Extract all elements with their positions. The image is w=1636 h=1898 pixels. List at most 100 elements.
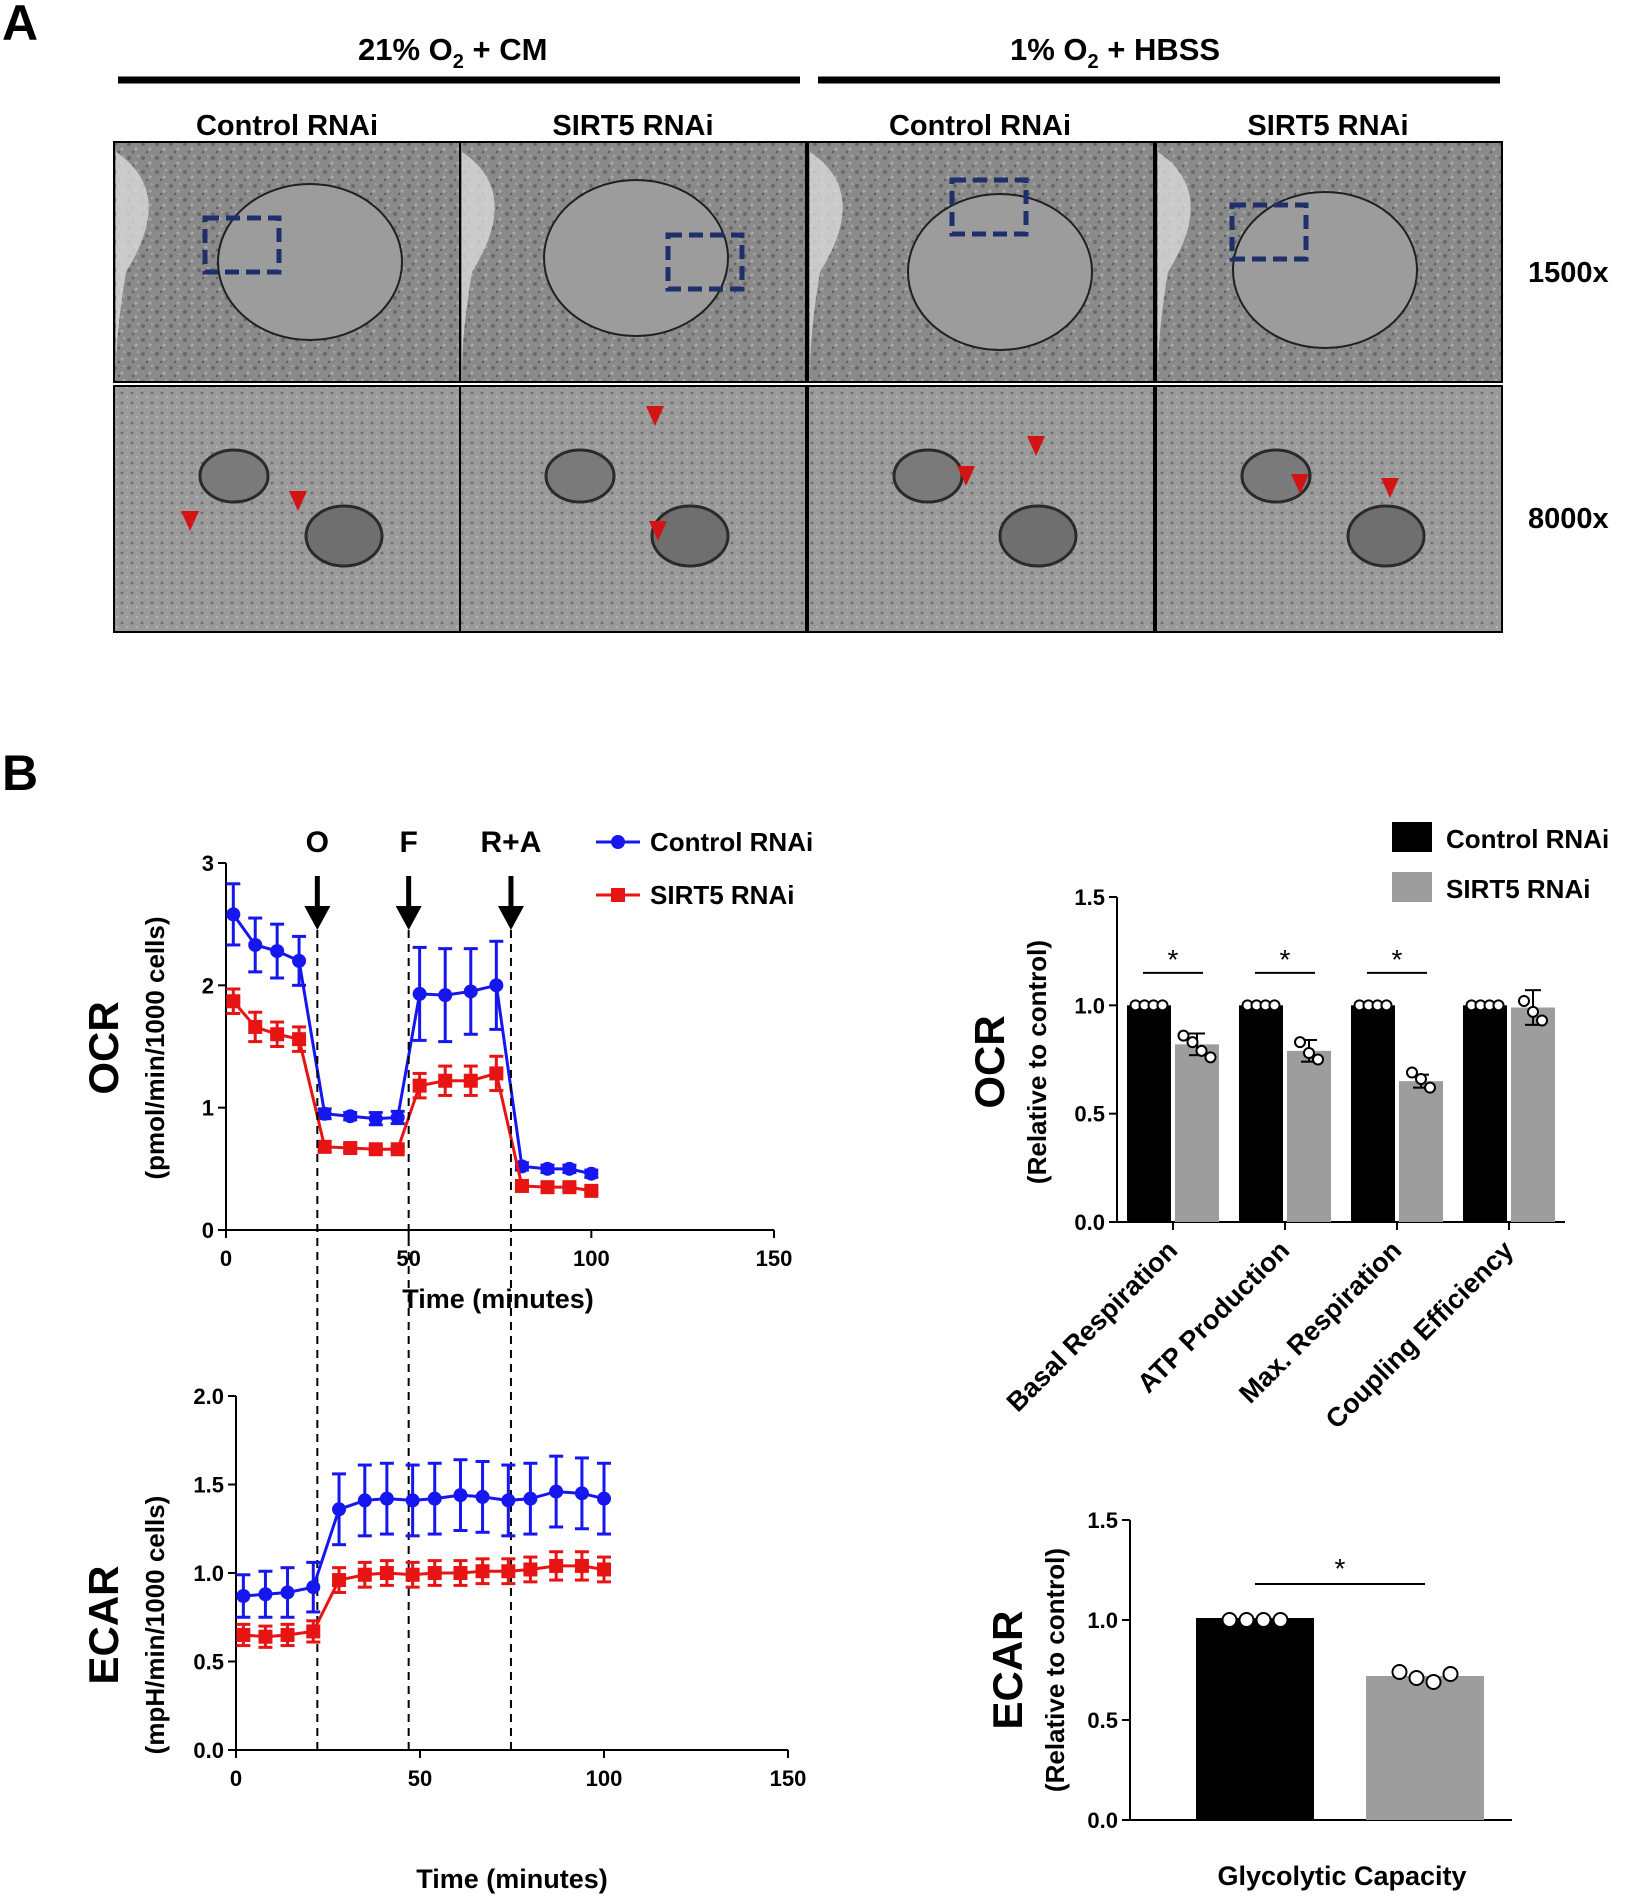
- data-point: [1294, 1036, 1306, 1049]
- y-tick-label: 0.5: [193, 1650, 224, 1675]
- column-label-3: Control RNAi: [889, 110, 1071, 142]
- y-tick-label: 0.0: [1087, 1808, 1118, 1833]
- panel-b-letter: B: [2, 745, 38, 801]
- data-point: [597, 1491, 611, 1506]
- data-point: [1268, 999, 1281, 1012]
- ocr-time-legend: Control RNAi SIRT5 RNAi: [596, 827, 813, 910]
- data-point: [270, 1027, 285, 1042]
- data-point: [514, 1178, 529, 1193]
- em-image-background: [807, 385, 1155, 633]
- data-point: [438, 1073, 453, 1088]
- bar-control: [1196, 1618, 1314, 1820]
- significance-label: *: [1335, 1553, 1346, 1584]
- data-point: [1424, 1081, 1436, 1094]
- ocr-time-ylabel-unit: (pmol/min/1000 cells): [140, 917, 170, 1180]
- data-point: [357, 1567, 372, 1582]
- data-point: [248, 1019, 263, 1034]
- em-extracellular-space: [1158, 152, 1191, 372]
- data-point: [475, 1489, 490, 1504]
- data-point: [489, 1066, 504, 1081]
- ecar-time-ylabel: ECAR: [80, 1565, 127, 1684]
- data-point: [280, 1627, 295, 1642]
- data-point: [1204, 1051, 1217, 1064]
- bar-control: [1239, 1005, 1283, 1222]
- data-point: [523, 1491, 538, 1506]
- bar-sirt5: [1287, 1050, 1331, 1222]
- em-mitochondrion: [998, 504, 1078, 568]
- ecar-bar-chart: ECAR (Relative to control) Glycolytic Ca…: [984, 1508, 1512, 1891]
- em-mitochondrion: [650, 504, 730, 568]
- data-point: [405, 1493, 420, 1508]
- data-point: [438, 988, 453, 1003]
- x-tick-label: 50: [408, 1766, 432, 1791]
- bar-control: [1351, 1005, 1395, 1222]
- y-tick-label: 2: [202, 973, 214, 998]
- data-point: [226, 994, 241, 1009]
- y-tick-label: 1.0: [1074, 993, 1105, 1018]
- em-image-r1c2: [459, 141, 807, 383]
- x-tick-label: 150: [770, 1766, 807, 1791]
- series-line-sirt5: [243, 1564, 605, 1639]
- em-mitochondrion: [1346, 504, 1426, 568]
- red-arrowhead: [957, 466, 975, 486]
- data-point: [574, 1486, 589, 1501]
- data-point: [236, 1627, 251, 1642]
- data-point: [475, 1564, 490, 1579]
- data-point: [1312, 1053, 1324, 1066]
- data-point: [1156, 999, 1169, 1012]
- y-tick-label: 1: [202, 1096, 214, 1121]
- data-point: [1442, 1666, 1459, 1682]
- data-point: [501, 1564, 516, 1579]
- em-mitochondrion: [544, 448, 616, 504]
- data-point: [584, 1183, 599, 1198]
- bar-sirt5: [1399, 1081, 1443, 1222]
- em-nucleus: [907, 193, 1093, 351]
- data-point: [368, 1111, 383, 1126]
- panel-a-letter: A: [2, 0, 38, 51]
- column-label-4: SIRT5 RNAi: [1247, 110, 1408, 142]
- red-arrowhead: [1027, 436, 1045, 456]
- bar-sirt5: [1511, 1007, 1555, 1222]
- data-point: [292, 1032, 307, 1047]
- legend-label-sirt5: SIRT5 RNAi: [1446, 874, 1590, 904]
- data-point: [412, 986, 427, 1001]
- magnification-label-8000x: 8000x: [1528, 503, 1609, 535]
- data-point: [562, 1180, 577, 1195]
- column-label-1: Control RNAi: [196, 110, 378, 142]
- data-point: [549, 1558, 564, 1573]
- series-line-control: [232, 913, 592, 1176]
- data-point: [427, 1491, 442, 1506]
- data-point: [332, 1502, 347, 1517]
- data-point: [357, 1493, 372, 1508]
- data-point: [463, 1073, 478, 1088]
- em-image-r1c4: [1155, 141, 1503, 383]
- ecar-time-xlabel: Time (minutes): [416, 1864, 608, 1894]
- data-point: [343, 1109, 358, 1124]
- data-point: [1195, 1044, 1208, 1057]
- legend-swatch-sirt5: [1392, 872, 1432, 902]
- data-point: [390, 1142, 405, 1157]
- y-tick-label: 0.5: [1074, 1102, 1105, 1127]
- em-nucleus: [217, 183, 403, 341]
- data-point: [1425, 1674, 1442, 1690]
- magnification-label-1500x: 1500x: [1528, 257, 1609, 289]
- em-mitochondrion: [304, 504, 384, 568]
- y-tick-label: 0.0: [193, 1738, 224, 1763]
- em-mitochondrion: [198, 448, 270, 504]
- data-point: [1492, 999, 1505, 1012]
- data-point: [306, 1580, 321, 1595]
- x-tick-label: 150: [756, 1246, 793, 1271]
- red-arrowhead: [646, 406, 664, 426]
- data-point: [258, 1587, 273, 1602]
- data-point: [379, 1566, 394, 1580]
- em-mitochondrion: [1240, 448, 1312, 504]
- legend-marker-control: [611, 835, 625, 849]
- data-point: [379, 1491, 394, 1506]
- injection-label: F: [400, 826, 418, 859]
- legend-marker-sirt5: [611, 888, 625, 902]
- injection-arrow-head: [304, 906, 331, 930]
- ecar-bar-ylabel: ECAR: [984, 1610, 1031, 1729]
- y-tick-label: 3: [202, 851, 214, 876]
- data-point: [343, 1141, 358, 1156]
